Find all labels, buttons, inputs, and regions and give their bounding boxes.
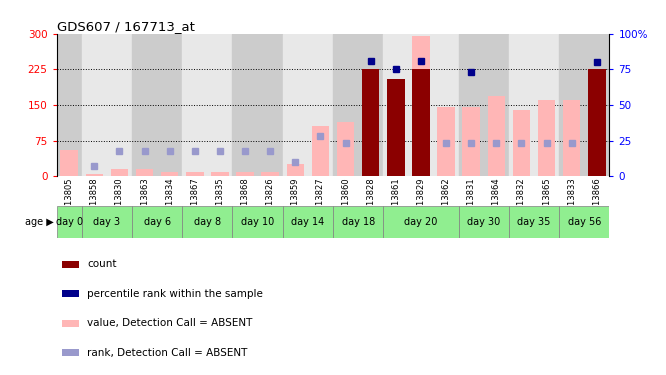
Text: rank, Detection Call = ABSENT: rank, Detection Call = ABSENT <box>87 348 247 358</box>
Bar <box>588 69 605 176</box>
Bar <box>62 290 79 297</box>
Bar <box>211 171 228 176</box>
Text: value, Detection Call = ABSENT: value, Detection Call = ABSENT <box>87 318 252 328</box>
Bar <box>412 69 430 176</box>
Bar <box>283 34 333 176</box>
Text: GDS607 / 167713_at: GDS607 / 167713_at <box>57 20 194 33</box>
Bar <box>161 171 178 176</box>
Bar <box>559 206 609 238</box>
Bar <box>182 206 232 238</box>
Text: day 8: day 8 <box>194 217 221 227</box>
Bar <box>387 79 405 176</box>
Bar <box>283 206 333 238</box>
Bar <box>232 34 283 176</box>
Text: day 10: day 10 <box>241 217 274 227</box>
Text: age ▶: age ▶ <box>25 217 53 227</box>
Bar <box>537 100 555 176</box>
Bar <box>509 34 559 176</box>
Bar <box>362 69 380 176</box>
Bar <box>383 206 459 238</box>
Bar <box>62 349 79 356</box>
Bar <box>62 261 79 268</box>
Bar <box>132 206 182 238</box>
Bar <box>337 122 354 176</box>
Text: day 3: day 3 <box>93 217 121 227</box>
Bar <box>438 107 455 176</box>
Bar <box>509 206 559 238</box>
Bar <box>82 34 132 176</box>
Bar <box>61 150 78 176</box>
Bar <box>236 171 254 176</box>
Bar <box>136 169 153 176</box>
Bar <box>333 206 383 238</box>
Text: day 14: day 14 <box>291 217 324 227</box>
Text: day 0: day 0 <box>55 217 83 227</box>
Bar <box>459 206 509 238</box>
Bar <box>232 206 283 238</box>
Bar <box>111 169 129 176</box>
Bar <box>186 171 204 176</box>
Text: percentile rank within the sample: percentile rank within the sample <box>87 289 263 298</box>
Bar <box>333 34 383 176</box>
Bar <box>387 79 405 176</box>
Text: day 30: day 30 <box>467 217 500 227</box>
Bar <box>82 206 132 238</box>
Bar <box>362 88 380 176</box>
Bar <box>312 126 329 176</box>
Bar <box>62 320 79 327</box>
Text: day 6: day 6 <box>144 217 170 227</box>
Bar <box>286 164 304 176</box>
Bar <box>182 34 232 176</box>
Text: day 56: day 56 <box>567 217 601 227</box>
Bar <box>563 100 581 176</box>
Bar <box>462 107 480 176</box>
Bar <box>459 34 509 176</box>
Text: day 35: day 35 <box>517 217 551 227</box>
Bar <box>85 174 103 176</box>
Bar <box>57 206 82 238</box>
Text: day 20: day 20 <box>404 217 438 227</box>
Bar <box>132 34 182 176</box>
Bar <box>559 34 609 176</box>
Bar <box>57 34 82 176</box>
Bar <box>383 34 459 176</box>
Text: day 18: day 18 <box>342 217 375 227</box>
Text: count: count <box>87 259 117 269</box>
Bar <box>412 36 430 176</box>
Bar <box>513 110 530 176</box>
Bar <box>488 96 505 176</box>
Bar <box>261 171 279 176</box>
